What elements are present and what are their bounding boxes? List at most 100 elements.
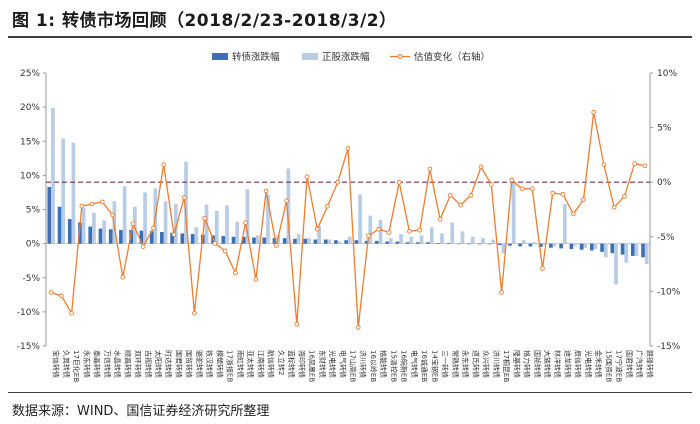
category-label: 17桐昆EB (502, 350, 511, 382)
category-label: 三一转债 (441, 350, 450, 378)
bond-change-bar (149, 231, 154, 244)
category-label: 时达转债 (164, 350, 173, 378)
category-label: 迪龙转债 (563, 350, 572, 378)
chart-title: 图 1: 转债市场回顾（2018/2/23-2018/3/2） (12, 11, 397, 31)
legend-label-stock: 正股涨跌幅 (322, 51, 370, 63)
category-label: 林洋转债 (553, 350, 562, 378)
stock-change-bar (378, 219, 383, 244)
category-label: 金禾转债 (594, 350, 603, 378)
valuation-change-point (345, 145, 351, 151)
stock-change-bar (419, 235, 424, 244)
footer-divider (8, 392, 692, 393)
right-axis-tick-label: -15% (657, 342, 681, 352)
right-axis-tick-label: 0% (657, 178, 672, 188)
valuation-change-point (355, 325, 361, 330)
stock-change-bar (593, 243, 598, 250)
stock-change-bar (368, 215, 373, 244)
category-label: 宝信转债 (52, 350, 61, 378)
valuation-change-point (192, 310, 197, 316)
category-label: 16诚通EB (420, 350, 429, 382)
stock-change-bar (583, 243, 588, 248)
valuation-change-point (386, 230, 392, 235)
category-label: 隆基转债 (512, 350, 521, 378)
legend-swatch-valuation-marker (397, 54, 403, 59)
bond-change-bar (375, 240, 379, 244)
bond-change-bar (508, 243, 512, 246)
valuation-change-point (407, 228, 412, 234)
stock-change-bar (102, 220, 106, 244)
valuation-change-point (233, 270, 238, 276)
bond-change-bar (282, 238, 287, 244)
valuation-change-point (376, 226, 382, 232)
category-label: 广汽转债 (635, 350, 644, 378)
category-label: 格力转债 (523, 350, 532, 378)
bond-change-bar (252, 237, 256, 244)
valuation-change-point (509, 177, 515, 183)
stock-change-bar (511, 180, 516, 244)
stock-change-bar (81, 208, 86, 244)
category-label: 国君转债 (174, 350, 183, 378)
valuation-change-point (48, 290, 54, 295)
legend-label-bond: 转债涨跌幅 (232, 51, 280, 63)
category-label: 泰晶转债 (93, 350, 102, 378)
valuation-change-point (263, 188, 269, 194)
stock-change-bar (440, 233, 444, 244)
bond-change-bar (569, 243, 574, 250)
bond-change-bar (334, 240, 338, 244)
right-axis-tick-label: 10% (657, 69, 677, 79)
category-label: 赣锋转债 (645, 350, 654, 378)
chart-canvas: -15% -10% -5% 0% 5% 10% 15% 20% 25% -15% -10% -5% 0%… (17, 51, 681, 382)
valuation-change-point (325, 203, 330, 209)
legend-swatch-bond (212, 53, 228, 60)
stock-change-bar (286, 168, 291, 244)
valuation-change-point (79, 203, 85, 209)
bond-change-bar (344, 240, 348, 244)
category-label: 辰信转债 (574, 350, 583, 378)
left-axis-tick-label: -15% (17, 342, 41, 352)
bond-change-bar (272, 238, 277, 244)
valuation-change-point (335, 179, 341, 185)
stock-change-bar (317, 225, 321, 244)
category-label: 太阳转债 (154, 350, 163, 378)
category-label: 国祯转债 (533, 350, 542, 378)
category-label: 众兴转债 (482, 350, 491, 378)
valuation-change-point (632, 161, 637, 166)
bond-change-bar (559, 243, 563, 249)
category-label: 铁汉转债 (205, 350, 214, 378)
category-label: 久其转债 (62, 350, 71, 378)
bond-change-bar (231, 236, 236, 244)
bond-change-bar (405, 242, 410, 244)
valuation-change-point (59, 293, 64, 299)
category-label: 17宁波EB (615, 350, 624, 382)
valuation-change-point (99, 199, 105, 205)
bond-change-bar (477, 243, 482, 245)
bond-change-bar (518, 243, 523, 247)
stock-change-bar (122, 186, 127, 244)
category-label: 15清控EB (389, 350, 398, 382)
valuation-change-point (468, 192, 474, 198)
stock-change-bar (399, 234, 403, 244)
stock-change-bar (348, 236, 352, 244)
valuation-change-point (437, 216, 443, 222)
bond-change-bar (129, 229, 134, 244)
stock-change-bar (562, 204, 567, 244)
right-axis-tick-label: -5% (657, 233, 675, 243)
valuation-change-point (151, 225, 156, 231)
stock-change-bar (491, 239, 496, 244)
valuation-change-point (366, 233, 371, 239)
left-axis-tick-label: 5% (26, 206, 41, 216)
stock-change-bar (532, 242, 536, 244)
bond-change-bar (538, 243, 543, 248)
category-label: 17山高EB (349, 350, 358, 382)
category-label: 17浙报EB (226, 350, 235, 382)
bond-change-bar (139, 230, 144, 244)
category-label: 常熟转债 (451, 350, 460, 378)
valuation-change-point (294, 321, 300, 327)
category-label: 格能转债 (379, 350, 388, 378)
bond-change-bar (436, 242, 441, 244)
stock-change-bar (143, 192, 147, 244)
bond-change-bar (528, 243, 533, 247)
bond-change-bar (579, 243, 584, 250)
stock-change-bar (409, 236, 414, 244)
legend-swatch-stock (302, 53, 318, 60)
